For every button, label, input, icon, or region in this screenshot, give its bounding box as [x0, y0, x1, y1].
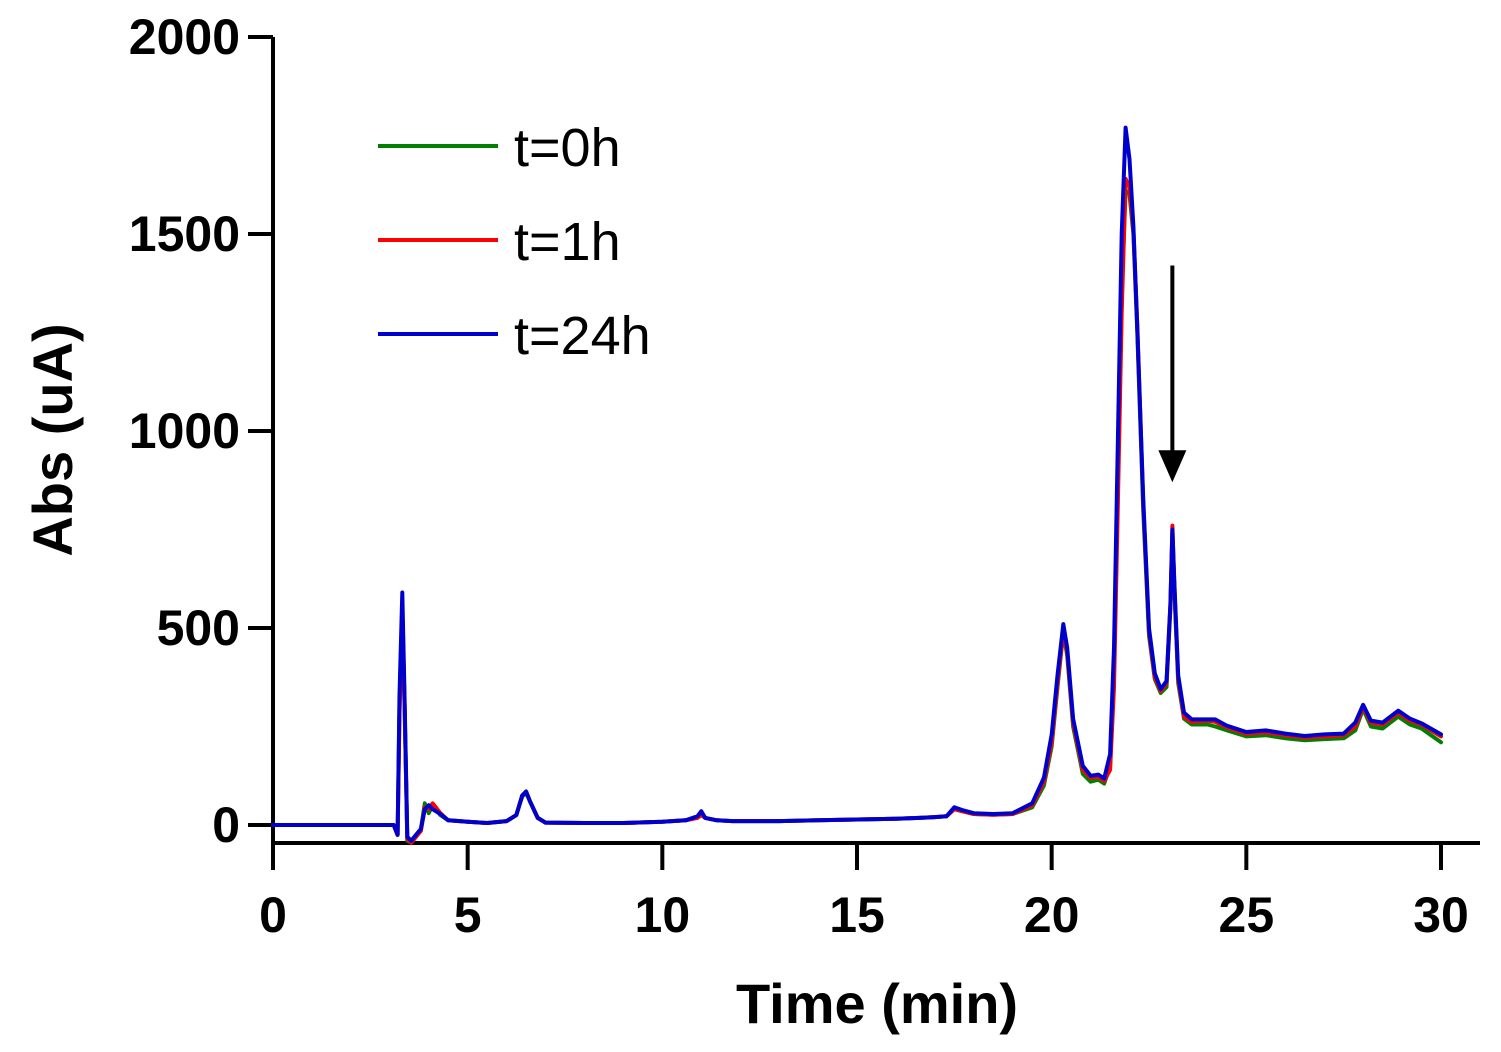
y-ticks: 0 500 1000 1500 2000	[129, 9, 273, 853]
legend-label: t=1h	[514, 212, 621, 272]
y-tick-label: 0	[212, 797, 240, 853]
arrow-head	[1158, 450, 1187, 483]
y-tick-label: 2000	[129, 9, 240, 65]
x-tick-label: 20	[1024, 887, 1080, 943]
legend-label: t=0h	[514, 118, 621, 178]
series-line-1	[271, 188, 1443, 845]
series-line-2	[271, 176, 1443, 845]
x-tick-label: 30	[1413, 887, 1469, 943]
series-lines	[271, 125, 1443, 845]
x-ticks: 0 5 10 15 20 25 30	[259, 843, 1469, 943]
x-tick-label: 0	[259, 887, 287, 943]
y-tick-label: 1500	[129, 206, 240, 262]
x-tick-label: 10	[635, 887, 691, 943]
y-tick-label: 500	[157, 600, 240, 656]
axes	[271, 37, 1480, 845]
y-tick-label: 1000	[129, 403, 240, 459]
x-tick-label: 25	[1219, 887, 1275, 943]
y-axis-label: Abs (uA)	[21, 323, 84, 556]
x-tick-label: 15	[829, 887, 885, 943]
series-line-3	[271, 125, 1443, 843]
legend-label: t=24h	[514, 306, 651, 366]
x-tick-label: 5	[454, 887, 482, 943]
x-axis-label: Time (min)	[736, 972, 1018, 1035]
peak-arrow-annotation	[1158, 265, 1187, 483]
legend: t=0h t=1h t=24h	[378, 118, 651, 366]
